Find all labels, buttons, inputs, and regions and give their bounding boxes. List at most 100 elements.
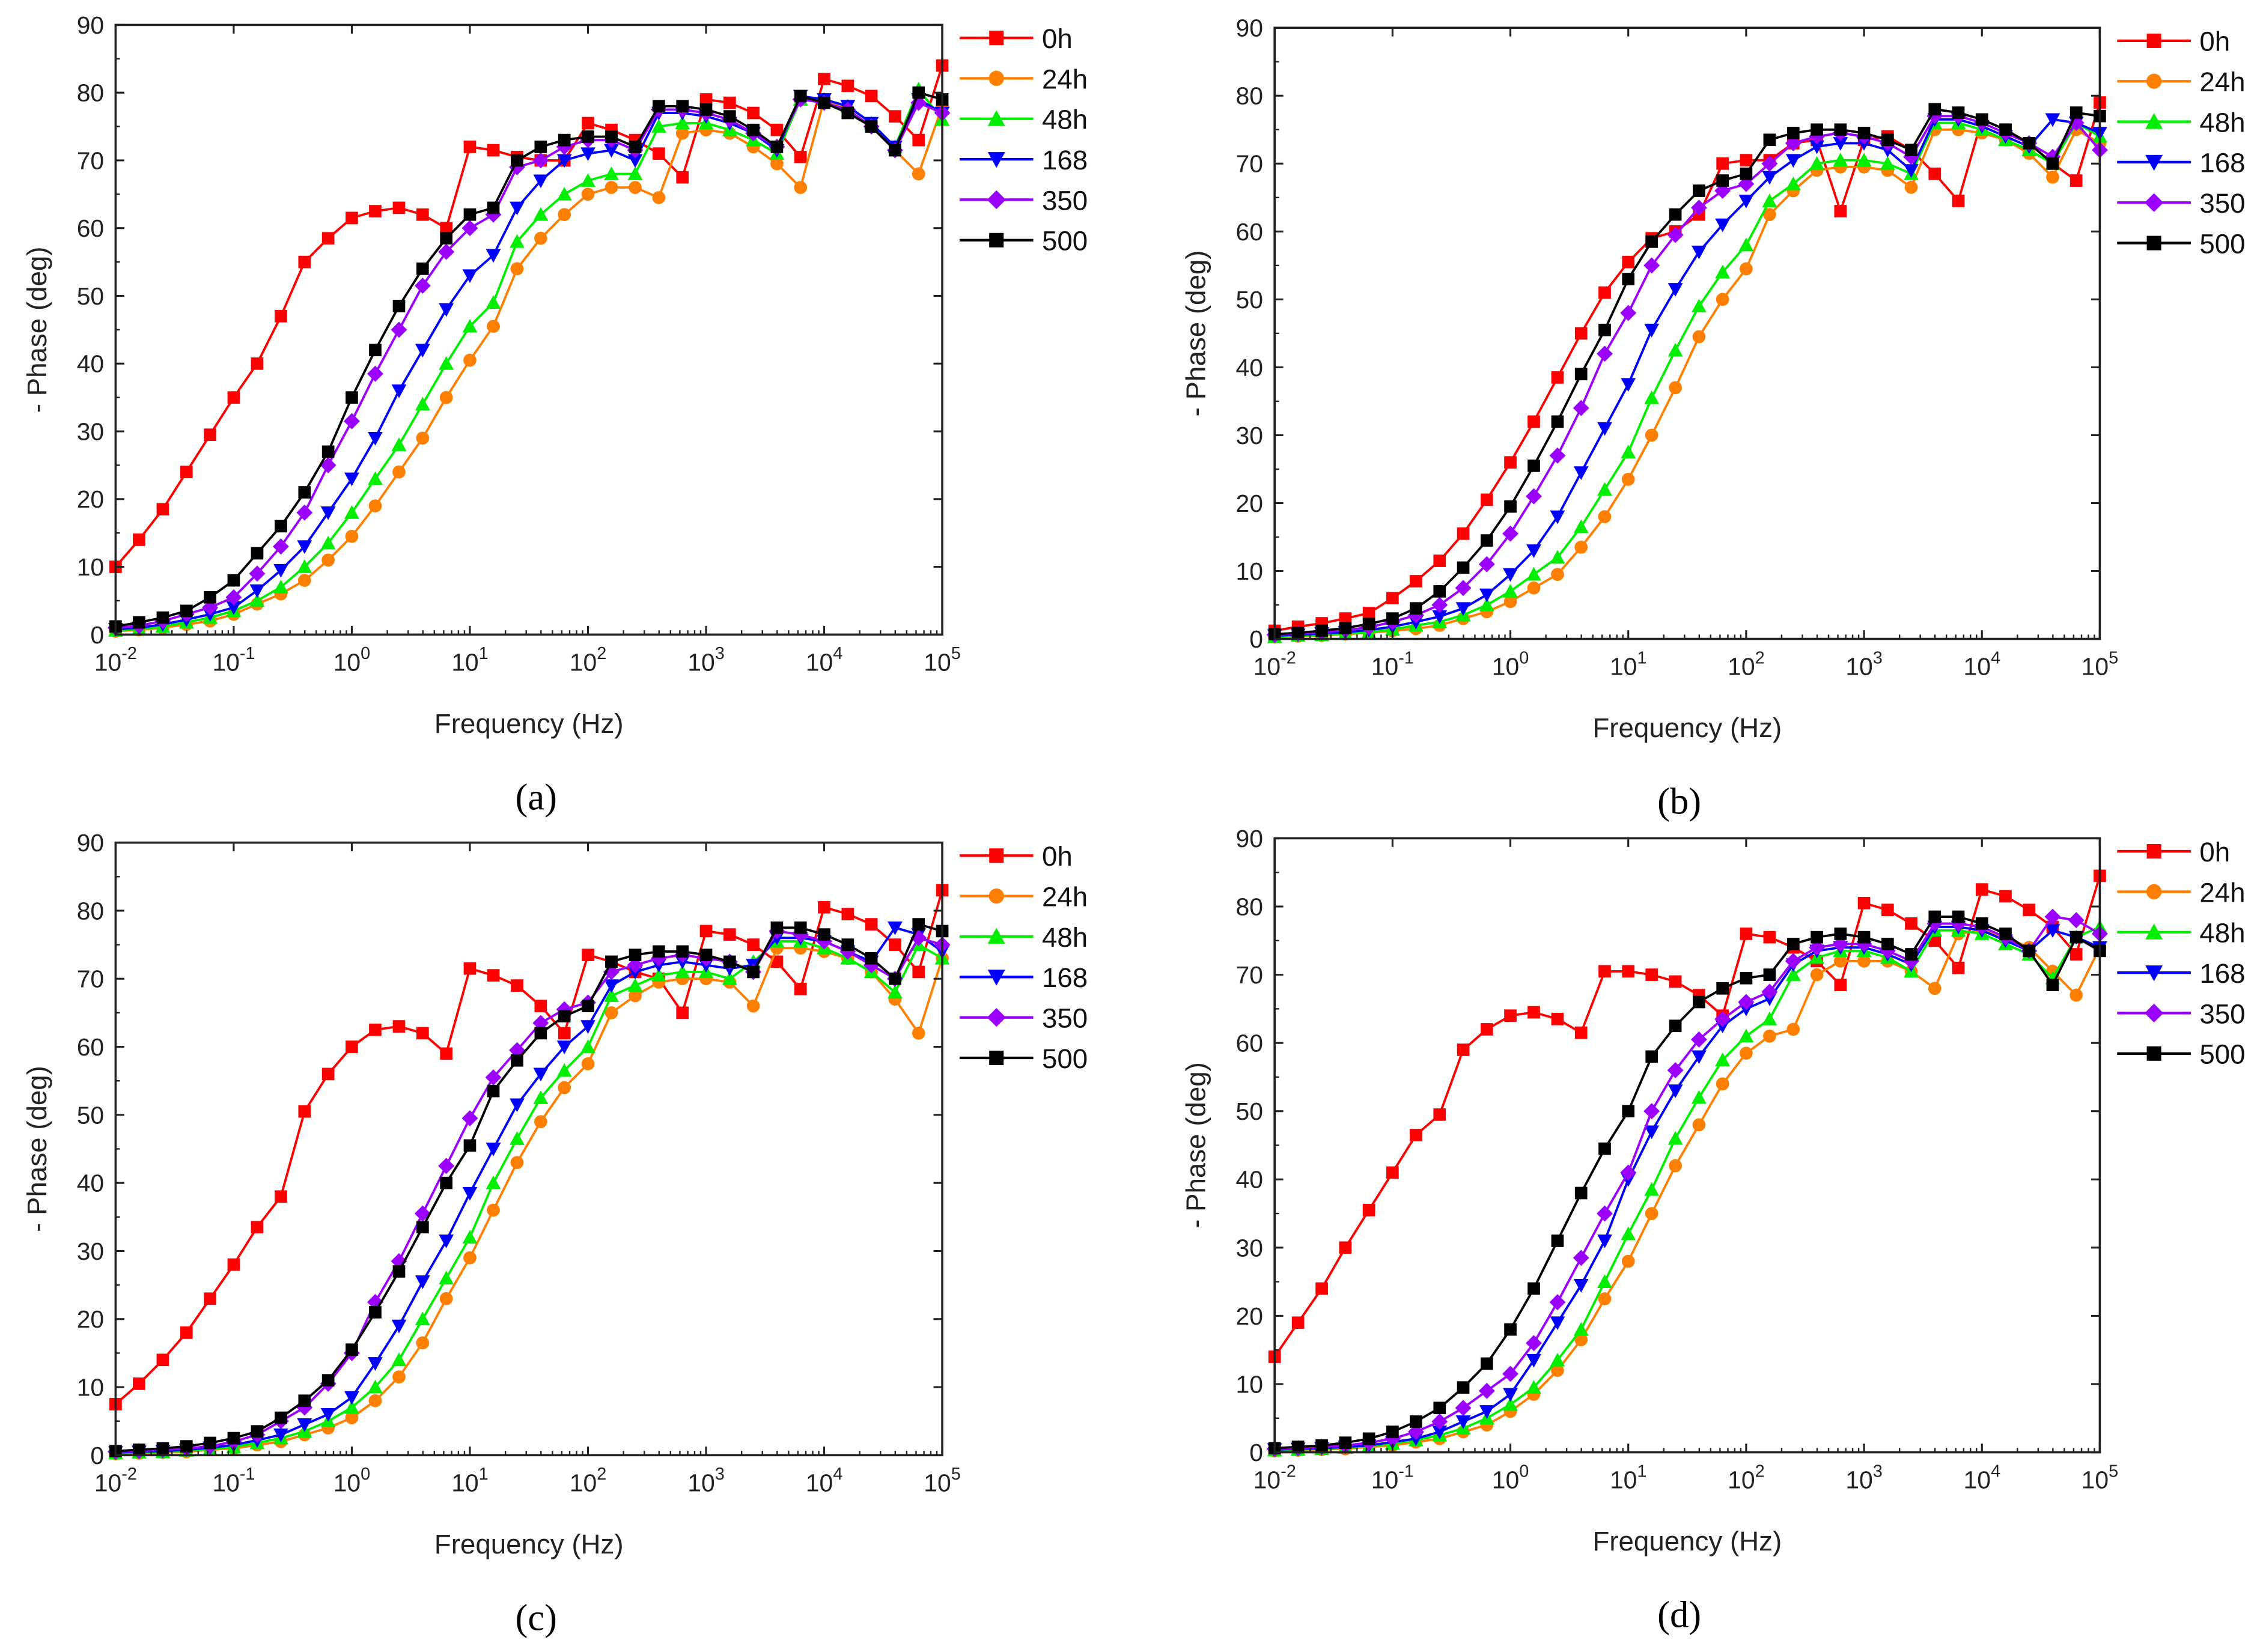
data-point — [558, 1010, 571, 1022]
data-point — [1809, 156, 1824, 170]
data-point — [439, 1234, 454, 1248]
x-tick-label: 102 — [1728, 1462, 1765, 1493]
data-point — [2023, 944, 2036, 958]
data-point — [463, 208, 477, 221]
data-point — [156, 1353, 169, 1367]
data-point — [487, 201, 500, 214]
data-point — [1386, 612, 1399, 625]
data-point — [794, 921, 807, 934]
data-point — [629, 949, 642, 961]
data-point — [865, 952, 878, 965]
data-point — [1904, 164, 1919, 178]
legend-marker-168 — [2145, 965, 2163, 982]
data-point — [605, 1006, 618, 1019]
data-point — [1738, 237, 1754, 252]
data-point — [604, 988, 619, 1002]
data-point — [486, 1175, 501, 1189]
data-point — [1690, 1031, 1707, 1048]
data-point — [1598, 965, 1611, 978]
legend-label: 168 — [2199, 958, 2245, 989]
data-point — [581, 187, 595, 201]
data-point — [653, 100, 665, 113]
data-point — [888, 921, 903, 935]
data-point — [1362, 607, 1375, 619]
data-point — [747, 123, 760, 136]
y-tick-label: 90 — [1235, 14, 1262, 42]
legend: 0h 24h 48h 168 350 500 — [2117, 837, 2246, 1070]
data-point — [1551, 1234, 1564, 1247]
data-point — [391, 1319, 407, 1334]
data-point — [1291, 1316, 1305, 1329]
data-point — [298, 1105, 311, 1118]
data-point — [1574, 1333, 1588, 1347]
data-point — [1740, 1046, 1753, 1060]
data-point — [1409, 1129, 1422, 1141]
data-point — [580, 173, 595, 187]
data-point — [604, 166, 619, 180]
data-point — [273, 538, 289, 555]
legend-label: 500 — [1042, 1043, 1088, 1074]
data-point — [1952, 910, 1965, 923]
data-point — [1810, 968, 1824, 982]
data-point — [1905, 917, 1917, 930]
data-point — [1762, 171, 1777, 185]
data-point — [604, 144, 619, 158]
data-point — [605, 181, 618, 194]
data-point — [1952, 106, 1965, 119]
data-point — [1526, 1353, 1541, 1368]
data-point — [1693, 184, 1705, 197]
data-point — [1480, 1357, 1493, 1370]
data-point — [1597, 1205, 1613, 1222]
data-point — [1693, 995, 1705, 1009]
data-point — [1716, 982, 1729, 995]
data-point — [487, 1203, 500, 1217]
data-point — [629, 141, 642, 153]
data-point — [1644, 390, 1660, 404]
data-point — [1291, 1441, 1305, 1453]
legend-label: 48h — [1042, 105, 1088, 135]
y-tick-label: 10 — [1235, 1370, 1262, 1398]
legend-marker-350 — [2144, 1003, 2164, 1023]
y-tick-label: 80 — [1235, 82, 1262, 110]
data-point — [510, 234, 525, 248]
data-point — [297, 574, 311, 587]
data-point — [346, 391, 358, 404]
data-point — [1526, 1380, 1541, 1394]
data-point — [1716, 1077, 1729, 1091]
data-point — [1786, 127, 1800, 139]
data-point — [2070, 988, 2083, 1002]
data-point — [818, 928, 830, 941]
data-point — [2046, 979, 2059, 991]
panel-label-c: (c) — [516, 1596, 557, 1638]
data-point — [180, 1440, 193, 1453]
data-point — [414, 1205, 431, 1222]
data-point — [273, 1429, 288, 1442]
data-point — [1431, 1414, 1448, 1430]
data-point — [1999, 123, 2012, 136]
data-point — [582, 117, 594, 130]
data-point — [1952, 195, 1965, 207]
data-point — [320, 535, 336, 550]
data-point — [1598, 510, 1612, 523]
data-point — [367, 365, 383, 382]
data-point — [1692, 1118, 1706, 1132]
data-point — [723, 110, 736, 123]
legend-marker-350 — [987, 1008, 1006, 1027]
series-168 — [1267, 920, 2107, 1457]
data-point — [770, 921, 784, 934]
data-point — [1811, 931, 1823, 944]
data-point — [865, 918, 878, 931]
data-point — [462, 1186, 478, 1201]
data-point — [582, 1000, 594, 1012]
data-point — [627, 154, 643, 168]
data-point — [251, 547, 264, 560]
data-point — [2046, 157, 2059, 170]
x-tick-label: 102 — [1728, 648, 1765, 680]
data-point — [558, 133, 571, 147]
data-point — [2070, 106, 2083, 119]
data-point — [416, 1336, 430, 1350]
data-point — [321, 232, 335, 244]
data-point — [275, 309, 287, 323]
legend-marker-350 — [987, 190, 1006, 210]
series-24h — [109, 941, 949, 1460]
